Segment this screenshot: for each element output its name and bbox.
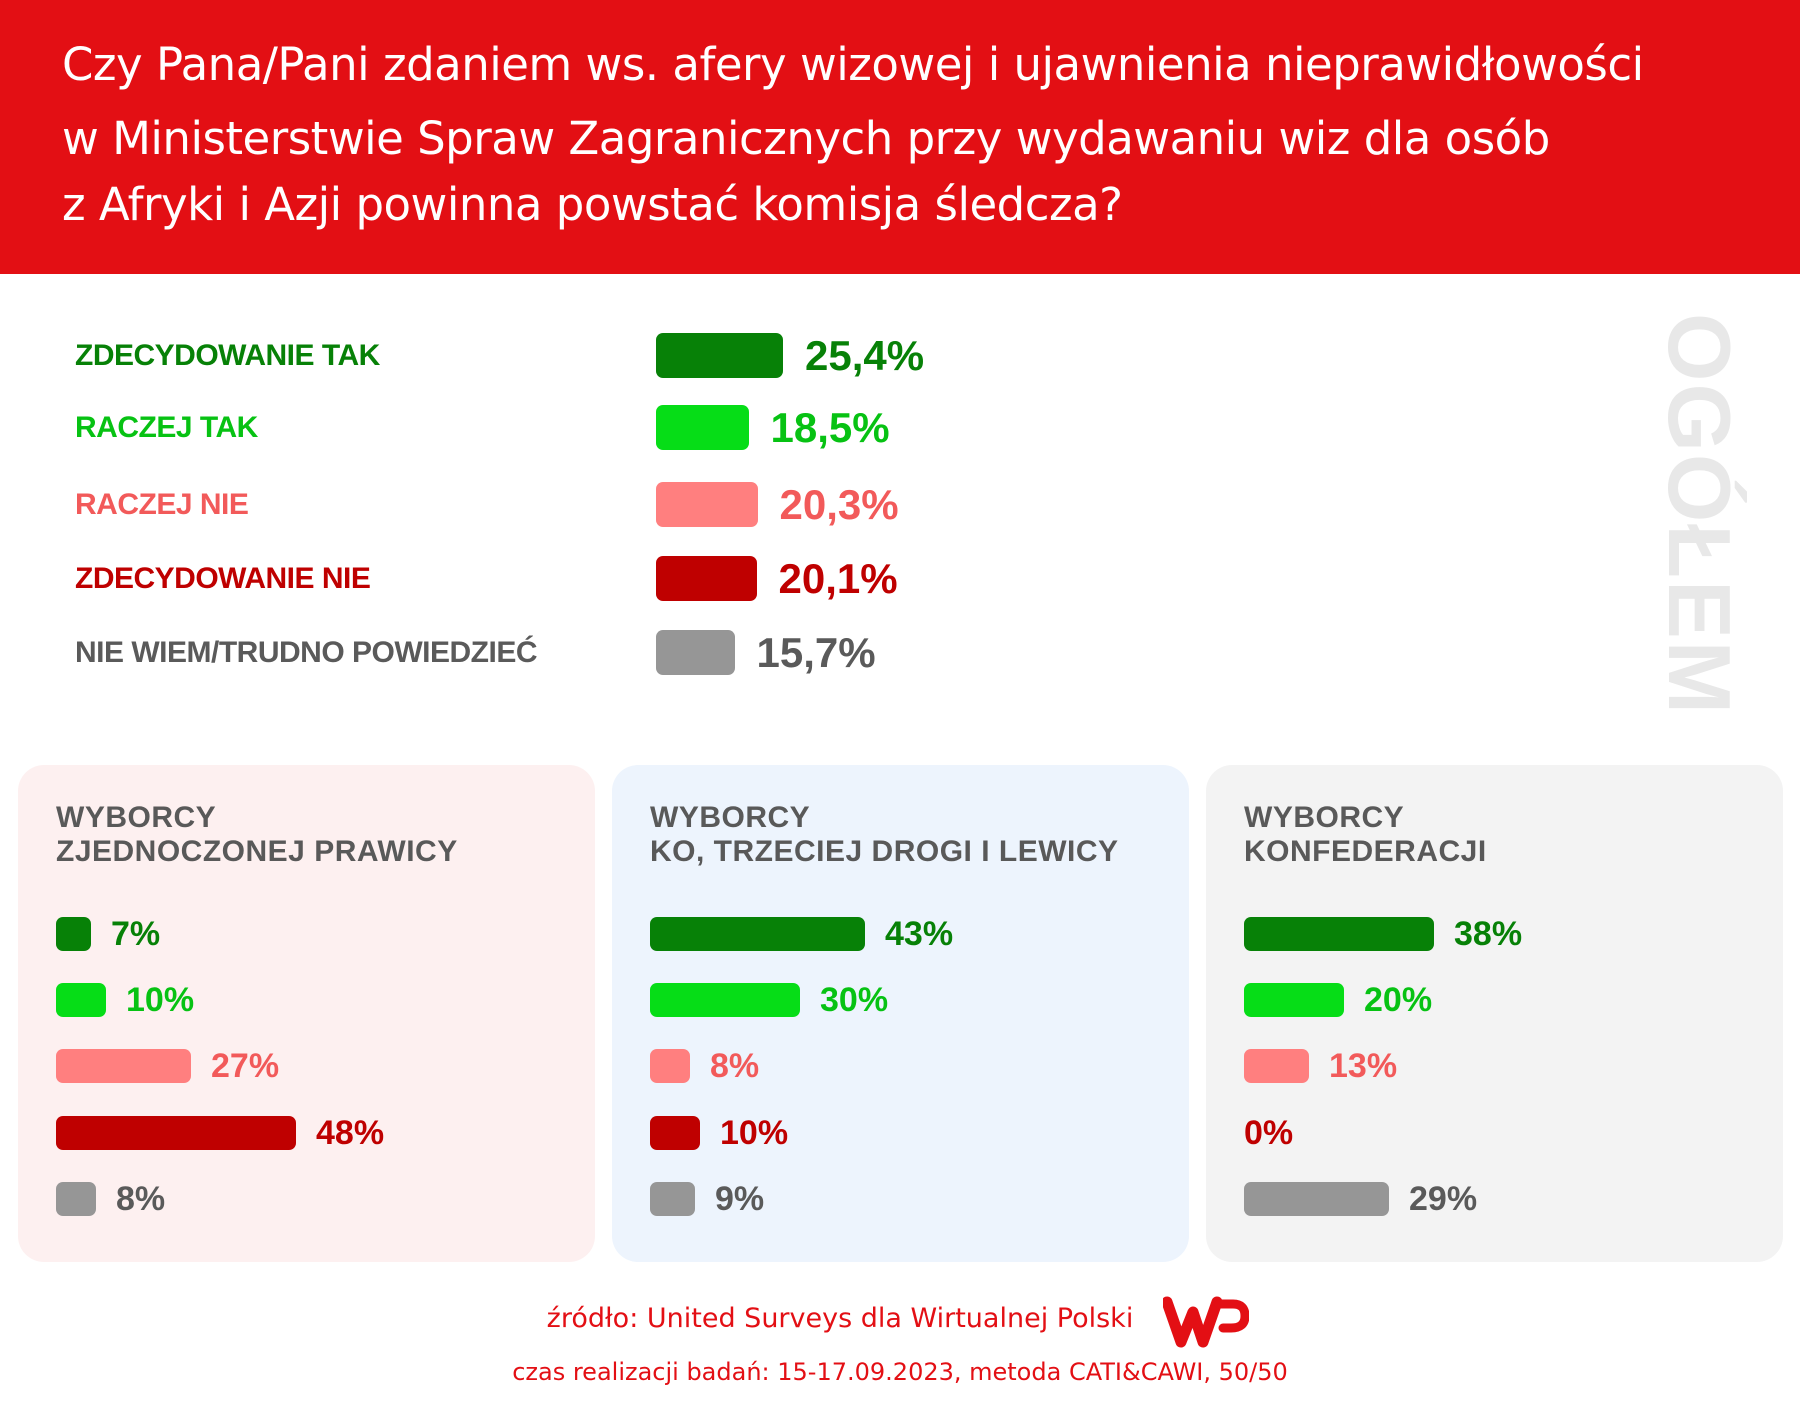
bar-definitely-yes [56,917,91,951]
title-line-3: z Afryki i Azji powinna powstać komisja … [62,178,1123,231]
panel-ko-trzecia-droga-lewica: WYBORCY KO, TRZECIEJ DROGI I LEWICY 43% 3… [612,765,1189,1262]
panel-zjednoczona-prawica: WYBORCY ZJEDNOCZONEJ PRAWICY 7% 10% 27% 4… [18,765,595,1262]
category-label: ZDECYDOWANIE TAK [75,339,380,372]
source-text: źródło: United Surveys dla Wirtualnej Po… [546,1303,1134,1334]
value-label: 25,4% [805,332,925,379]
value-label: 20,1% [778,555,898,602]
bar-dont-know [656,630,735,675]
value-label: 10% [720,1114,789,1152]
panel-title-line-2: KO, TRZECIEJ DROGI I LEWICY [650,835,1119,868]
bar-dont-know [1244,1182,1389,1216]
value-label: 13% [1329,1047,1398,1085]
overall-row-definitely-no: ZDECYDOWANIE NIE 20,1% [0,554,1000,604]
overall-row-definitely-yes: ZDECYDOWANIE TAK 25,4% [0,331,1000,381]
value-label: 8% [710,1047,760,1085]
panel-title: WYBORCY KO, TRZECIEJ DROGI I LEWICY [650,801,1119,869]
value-label: 7% [111,915,161,953]
panel-title-line-2: ZJEDNOCZONEJ PRAWICY [56,835,458,868]
value-label: 30% [820,981,889,1019]
overall-row-dont-know: NIE WIEM/TRUDNO POWIEDZIEĆ 15,7% [0,628,1000,678]
category-label: ZDECYDOWANIE NIE [75,562,371,595]
header-banner: Czy Pana/Pani zdaniem ws. afery wizowej … [0,0,1800,274]
value-label: 9% [715,1180,765,1218]
bar-definitely-no [56,1116,296,1150]
value-label: 29% [1409,1180,1478,1218]
title-line-1: Czy Pana/Pani zdaniem ws. afery wizowej … [62,38,1644,91]
bar-definitely-no [650,1116,700,1150]
bar-rather-no [56,1049,191,1083]
bar-definitely-no [656,556,757,601]
value-label: 43% [885,915,954,953]
value-label: 20,3% [779,481,899,528]
category-label: NIE WIEM/TRUDNO POWIEDZIEĆ [75,636,538,669]
value-label: 18,5% [770,404,890,451]
value-label: 27% [211,1047,280,1085]
value-label: 48% [316,1114,385,1152]
overall-row-rather-yes: RACZEJ TAK 18,5% [0,403,1000,453]
overall-section-label: OGÓŁEM [1650,313,1749,717]
bar-rather-no [1244,1049,1309,1083]
method-text: czas realizacji badań: 15-17.09.2023, me… [512,1358,1288,1386]
bar-rather-yes [1244,983,1344,1017]
bar-rather-no [650,1049,690,1083]
bar-dont-know [650,1182,695,1216]
panel-title: WYBORCY KONFEDERACJI [1244,801,1487,869]
title-line-2: w Ministerstwie Spraw Zagranicznych przy… [62,112,1550,165]
panel-title: WYBORCY ZJEDNOCZONEJ PRAWICY [56,801,458,869]
panel-title-line-1: WYBORCY [56,801,217,834]
value-label: 20% [1364,981,1433,1019]
bar-definitely-yes [1244,917,1434,951]
bar-rather-yes [650,983,800,1017]
category-label: RACZEJ TAK [75,411,258,444]
category-label: RACZEJ NIE [75,488,249,521]
value-label: 8% [116,1180,166,1218]
wp-logo [1163,1296,1249,1348]
panel-title-line-1: WYBORCY [650,801,811,834]
overall-row-rather-no: RACZEJ NIE 20,3% [0,480,1000,530]
bar-definitely-yes [656,333,783,378]
value-label: 15,7% [756,629,876,676]
panel-title-line-1: WYBORCY [1244,801,1405,834]
bar-rather-no [656,482,758,527]
panel-konfederacja: WYBORCY KONFEDERACJI 38% 20% 13% 0% 29% [1206,765,1783,1262]
bar-rather-yes [56,983,106,1017]
value-label: 38% [1454,915,1523,953]
value-label: 10% [126,981,195,1019]
bar-definitely-yes [650,917,865,951]
bar-rather-yes [656,405,749,450]
value-label: 0% [1244,1114,1294,1152]
panel-title-line-2: KONFEDERACJI [1244,835,1487,868]
bar-dont-know [56,1182,96,1216]
